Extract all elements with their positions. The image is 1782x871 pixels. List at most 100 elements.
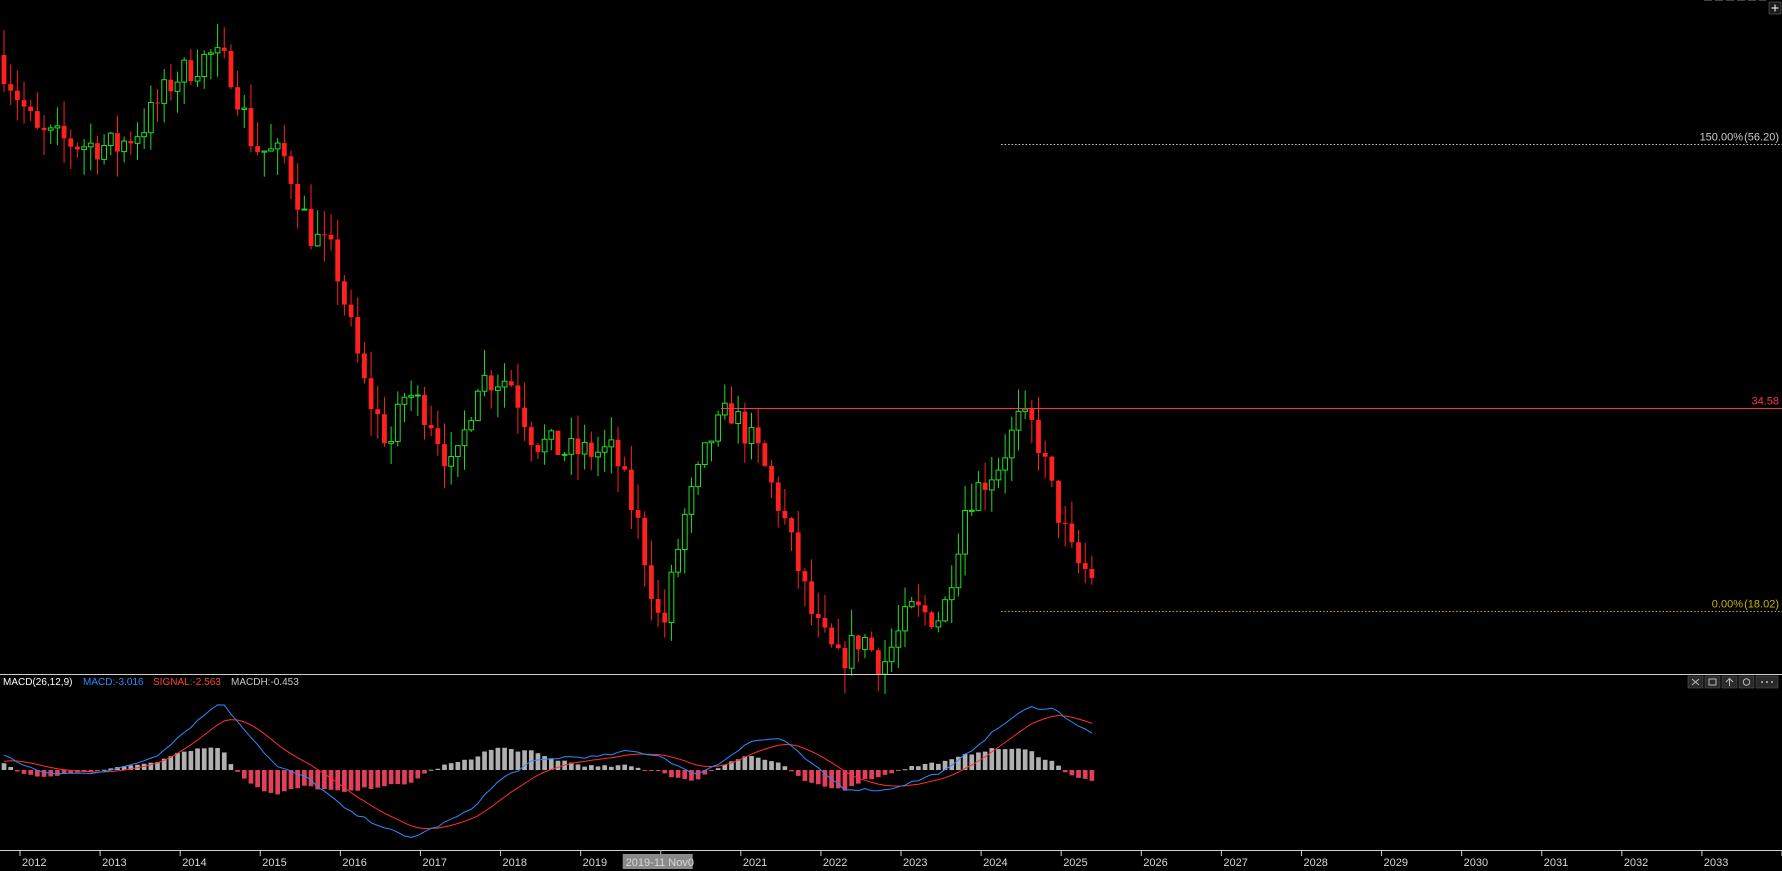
macd-hist-bar [1056, 765, 1061, 770]
candle-body [414, 394, 421, 397]
macd-hist-bar [208, 747, 214, 770]
cursor-label-box [622, 854, 693, 869]
candle-body [181, 59, 188, 83]
candle-body [848, 635, 855, 669]
candle-body [214, 47, 221, 54]
candle-body [461, 429, 468, 447]
candle-body [668, 571, 675, 623]
macd-hist-bar [622, 764, 628, 770]
settings-icon[interactable] [1738, 675, 1755, 689]
candle-body [155, 102, 160, 104]
candle-body [255, 146, 261, 153]
macd-hist-bar [255, 770, 260, 788]
candle-body [508, 381, 514, 386]
macd-hist-bar [695, 770, 701, 780]
candle-body [401, 396, 408, 405]
x-tick-label: 2022 [823, 857, 847, 869]
macd-line [3, 704, 1093, 838]
macd-hist-bar [475, 756, 481, 770]
more-icon[interactable] [1755, 675, 1779, 689]
candle-body [615, 439, 621, 467]
candle-body [481, 374, 488, 392]
x-tick-label: 2024 [983, 857, 1007, 869]
macd-hist-bar [535, 753, 541, 770]
move-up-icon[interactable] [1721, 675, 1738, 689]
candle-body [948, 587, 955, 601]
macd-hist-bar [675, 770, 681, 778]
candle-body [622, 466, 628, 470]
candle-body [368, 378, 374, 410]
x-tick-label: 2016 [342, 857, 366, 869]
macd-hist-bar [789, 770, 794, 772]
macd-hist-bar [495, 747, 501, 770]
macd-hist-bar [515, 751, 521, 770]
candle-body [1069, 523, 1075, 543]
candle-body [635, 510, 641, 518]
candle-body [942, 599, 948, 622]
macd-hist-bar [442, 764, 447, 770]
macd-hist-bar [809, 770, 814, 783]
candle-body [869, 637, 875, 651]
candle-body [328, 234, 334, 240]
macd-hist-bar [101, 769, 107, 771]
candle-body [161, 79, 168, 104]
candle-body [174, 81, 181, 92]
macd-hist-bar [555, 760, 561, 770]
candle-body [655, 599, 661, 613]
macd-hist-bar [261, 770, 267, 792]
macd-hist-bar [308, 770, 314, 787]
resistance-value-label: 34.58 [1751, 396, 1779, 408]
macd-hist-bar [909, 766, 915, 770]
close-icon[interactable] [1687, 675, 1704, 689]
macd-hist-bar [488, 749, 494, 770]
macd-hist-bar [61, 770, 67, 774]
candle-body [1022, 408, 1029, 412]
macd-hist-bar [755, 757, 761, 770]
macd-hist-bar [609, 766, 614, 770]
candle-body [422, 395, 427, 426]
candle-body [888, 646, 895, 663]
macd-hist-bar [902, 769, 908, 771]
macd-hist-bar [815, 770, 821, 785]
candle-body [995, 469, 1002, 481]
level-lines: 150.00% (56.20) 34.58 0.00% (18.02) [720, 132, 1782, 612]
candle-body [855, 635, 861, 650]
macd-hist-bar [201, 748, 207, 770]
x-tick-label: 2019 [583, 857, 607, 869]
macd-hist-bar [1002, 749, 1008, 770]
macd-hist-bar [862, 770, 868, 779]
maximize-icon[interactable] [1704, 675, 1721, 689]
macd-hist-bar [422, 770, 427, 774]
macd-hist-bar [468, 759, 474, 770]
x-axis[interactable]: 2012201320142015201620172018201920202021… [19, 851, 1782, 869]
macd-hist-bar [41, 770, 47, 777]
macd-histogram [1, 747, 1095, 795]
macd-hist-bar [635, 767, 641, 770]
macd-hist-bar [949, 759, 955, 770]
macd-hist-bar [502, 747, 507, 770]
macd-hist-bar [108, 768, 114, 770]
macd-hist-bar [662, 770, 668, 774]
candle-body [968, 509, 975, 512]
macd-hist-bar [335, 770, 341, 791]
candle-body [228, 50, 234, 88]
candle-body [515, 385, 521, 408]
macd-hist-bar [415, 770, 421, 779]
candle-body [681, 513, 688, 550]
macd-hist-bar [682, 770, 688, 780]
candle-body [394, 403, 401, 442]
macd-hist-bar [295, 770, 301, 789]
candle-body [581, 442, 588, 455]
x-tick-label: 2032 [1624, 857, 1648, 869]
x-tick-label: 2014 [182, 857, 206, 869]
candle-body [835, 644, 841, 648]
price-panel[interactable]: 150.00% (56.20) 34.58 0.00% (18.02) [1, 23, 1782, 694]
candle-body [775, 482, 781, 511]
macd-panel[interactable]: MACD(26,12,9) MACD:-3.016 SIGNAL:-2.563 … [1, 675, 1779, 838]
add-panel-button[interactable] [1768, 1, 1782, 15]
candle-body [528, 427, 534, 446]
candle-body [362, 353, 367, 379]
macd-hist-bar [962, 753, 968, 770]
candle-body [454, 445, 461, 458]
